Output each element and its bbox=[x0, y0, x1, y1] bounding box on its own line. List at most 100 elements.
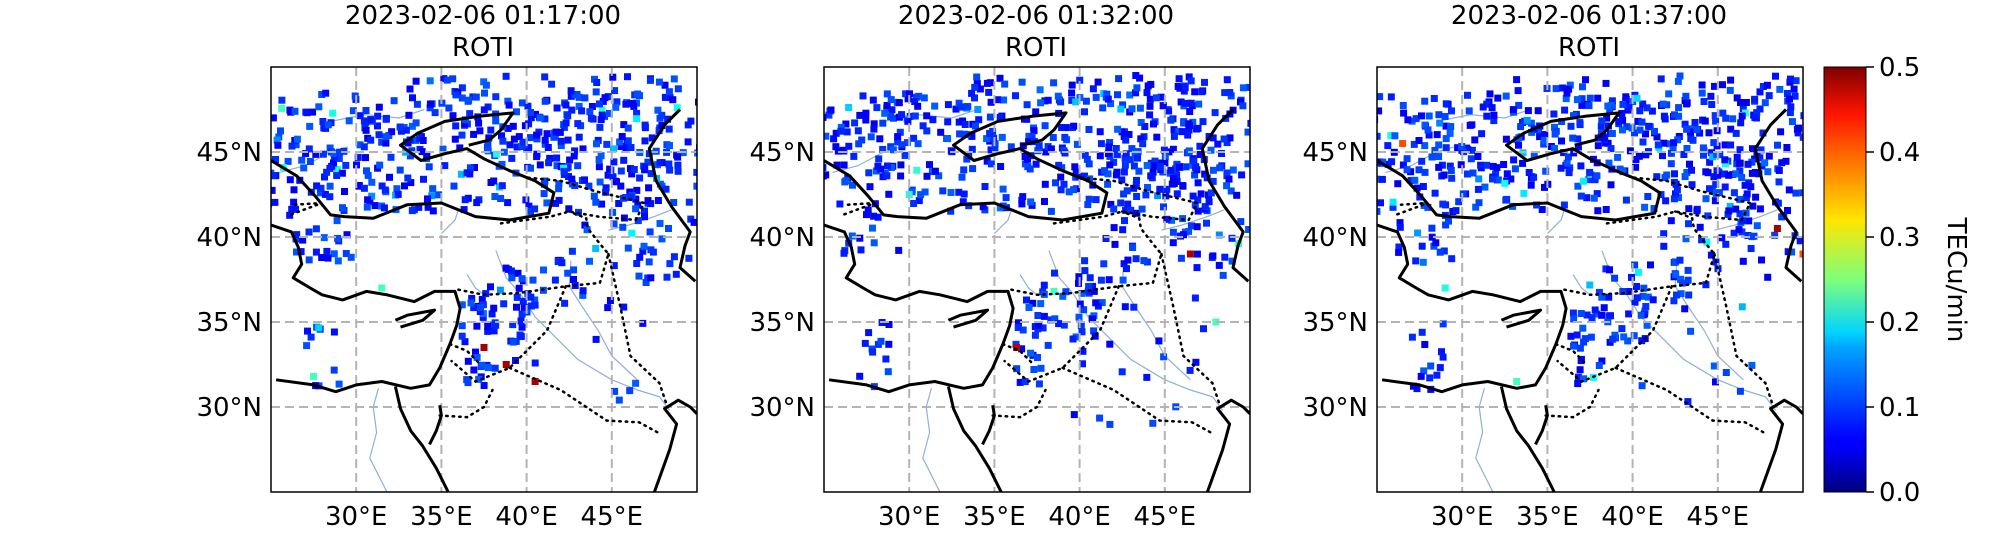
roti-point bbox=[380, 204, 388, 212]
river-line bbox=[466, 274, 485, 296]
roti-point bbox=[606, 165, 614, 173]
roti-point bbox=[674, 161, 682, 169]
roti-point bbox=[1136, 74, 1144, 82]
roti-point bbox=[367, 116, 375, 124]
roti-point bbox=[476, 127, 484, 135]
roti-point bbox=[879, 145, 887, 153]
roti-point bbox=[1761, 99, 1769, 107]
roti-point bbox=[1146, 111, 1154, 119]
roti-point bbox=[636, 174, 644, 182]
roti-point bbox=[1027, 349, 1035, 357]
roti-point bbox=[704, 121, 711, 128]
roti-point bbox=[1432, 239, 1440, 247]
roti-point bbox=[1682, 235, 1690, 243]
roti-point bbox=[864, 206, 872, 214]
roti-point bbox=[1494, 176, 1502, 184]
roti-point bbox=[649, 248, 657, 256]
roti-point bbox=[1097, 140, 1105, 148]
roti-point bbox=[665, 160, 673, 168]
roti-point bbox=[1357, 104, 1364, 111]
roti-point bbox=[1565, 85, 1573, 93]
roti-point bbox=[1099, 104, 1107, 112]
roti-point bbox=[1510, 156, 1518, 164]
roti-point bbox=[561, 299, 569, 307]
roti-point bbox=[1758, 256, 1765, 264]
roti-point bbox=[629, 100, 637, 108]
roti-point bbox=[1377, 207, 1381, 215]
roti-point bbox=[1018, 200, 1026, 208]
roti-point bbox=[628, 170, 636, 178]
roti-point bbox=[541, 73, 549, 81]
roti-point bbox=[1129, 244, 1137, 251]
roti-point bbox=[1638, 382, 1646, 390]
roti-point bbox=[336, 148, 344, 156]
roti-point bbox=[541, 115, 549, 123]
roti-point bbox=[1119, 276, 1127, 284]
roti-point bbox=[484, 327, 492, 335]
roti-point bbox=[1023, 155, 1031, 163]
roti-point bbox=[515, 284, 523, 292]
roti-point bbox=[1418, 157, 1426, 165]
roti-point bbox=[1420, 367, 1428, 375]
roti-point bbox=[593, 140, 600, 148]
roti-point bbox=[520, 138, 528, 146]
roti-point bbox=[1738, 112, 1746, 120]
roti-point bbox=[915, 197, 923, 205]
roti-point bbox=[508, 154, 516, 162]
panel-3-plot: 30°E 35°E 40°E 45°E45°N40°N35°N30°N bbox=[1302, 66, 1804, 532]
roti-point bbox=[952, 105, 960, 113]
roti-point bbox=[1486, 90, 1494, 98]
roti-point bbox=[1057, 173, 1065, 181]
roti-point bbox=[565, 205, 573, 213]
roti-point bbox=[520, 303, 528, 311]
roti-point bbox=[586, 257, 593, 265]
roti-point bbox=[492, 150, 500, 158]
roti-point bbox=[1396, 219, 1404, 227]
roti-point bbox=[1742, 194, 1750, 202]
roti-point bbox=[502, 72, 510, 80]
country-border bbox=[457, 210, 610, 297]
roti-point bbox=[1569, 309, 1577, 317]
roti-point bbox=[960, 166, 968, 174]
roti-point bbox=[1184, 131, 1192, 139]
roti-point bbox=[578, 107, 586, 115]
roti-point bbox=[1455, 198, 1463, 206]
roti-point bbox=[1389, 203, 1397, 211]
roti-point bbox=[472, 93, 480, 101]
roti-point bbox=[929, 116, 937, 124]
roti-point bbox=[1143, 89, 1151, 97]
roti-point bbox=[1667, 160, 1675, 168]
roti-point bbox=[568, 175, 576, 183]
roti-point bbox=[1424, 203, 1432, 211]
coastline bbox=[394, 308, 437, 329]
roti-point bbox=[879, 119, 887, 127]
roti-point bbox=[1611, 331, 1619, 339]
roti-point bbox=[321, 190, 329, 198]
roti-point bbox=[1144, 82, 1152, 90]
roti-point bbox=[1388, 158, 1396, 166]
roti-point bbox=[429, 207, 437, 215]
roti-point bbox=[1123, 265, 1130, 273]
roti-point bbox=[1712, 378, 1719, 386]
roti-point bbox=[567, 92, 575, 100]
roti-point bbox=[303, 342, 311, 350]
roti-point bbox=[423, 151, 431, 159]
roti-point bbox=[1121, 303, 1129, 311]
roti-point bbox=[832, 143, 840, 151]
roti-point bbox=[1112, 171, 1120, 179]
roti-point bbox=[1132, 72, 1140, 79]
roti-point bbox=[1170, 126, 1178, 134]
roti-point bbox=[903, 139, 911, 147]
roti-point bbox=[1574, 143, 1582, 151]
roti-point bbox=[1427, 362, 1435, 370]
map-panel-1: 2023-02-06 01:17:00 ROTI 30°E 35°E 40°E 45°… bbox=[196, 1, 711, 532]
roti-point bbox=[456, 144, 464, 152]
roti-point bbox=[1058, 124, 1066, 131]
roti-point bbox=[1483, 161, 1491, 169]
roti-point bbox=[1650, 205, 1658, 212]
roti-point bbox=[527, 114, 535, 122]
roti-point bbox=[1475, 175, 1483, 183]
roti-point bbox=[1638, 337, 1646, 345]
roti-point bbox=[1676, 256, 1684, 264]
roti-point bbox=[1098, 299, 1106, 307]
